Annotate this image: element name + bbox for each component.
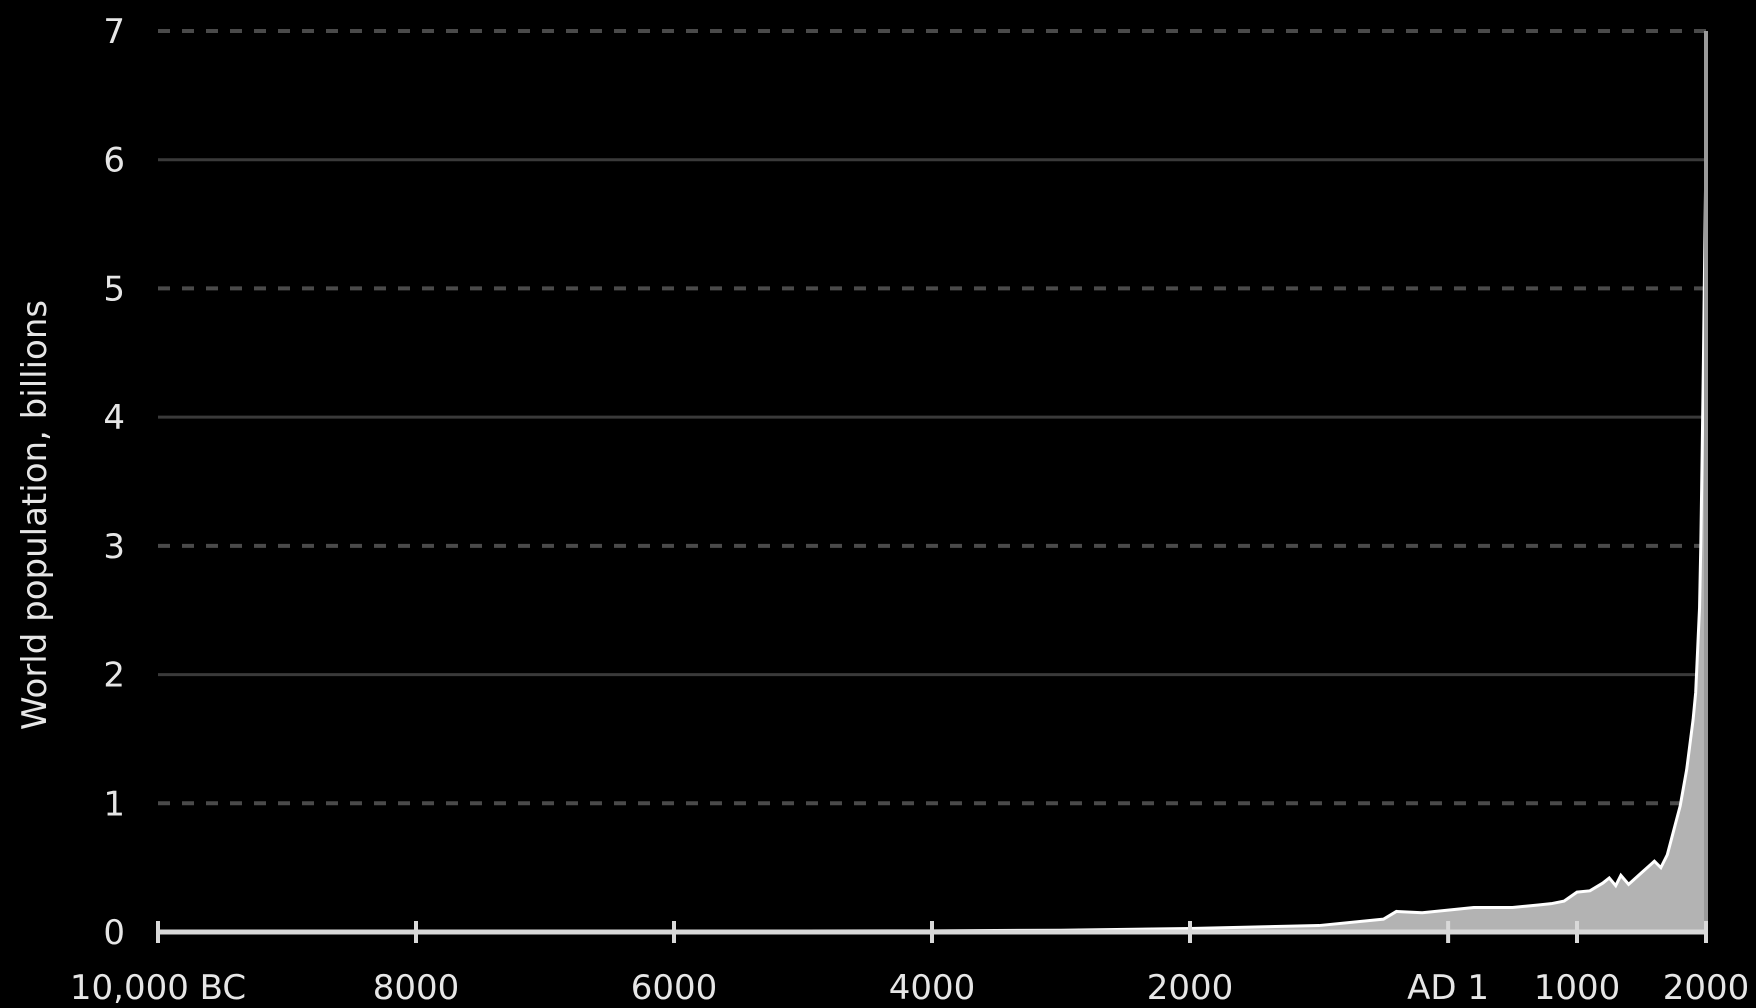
axis-layer [156, 31, 1708, 943]
grid-layer [158, 29, 1706, 806]
x-tick-label-5: AD 1 [1407, 968, 1489, 1008]
label-layer: World population, billions 0 1 2 3 4 5 6 7 10,00… [15, 12, 1749, 1008]
area-layer [157, 43, 1708, 933]
x-tick-label-4: 2000 [1147, 968, 1234, 1008]
y-tick-label-3: 3 [103, 527, 125, 567]
x-tick-label-7: 2000 [1663, 968, 1750, 1008]
x-tick-label-2: 6000 [631, 968, 718, 1008]
y-tick-label-1: 1 [103, 784, 125, 824]
y-tick-label-7: 7 [103, 12, 125, 52]
y-tick-label-2: 2 [103, 656, 125, 696]
x-tick-label-0: 10,000 BC [70, 968, 246, 1008]
population-line [157, 43, 1708, 933]
x-tick-label-6: 1000 [1534, 968, 1621, 1008]
x-tick-label-1: 8000 [373, 968, 460, 1008]
y-tick-label-0: 0 [103, 913, 125, 953]
x-tick-label-3: 4000 [889, 968, 976, 1008]
y-tick-label-4: 4 [103, 398, 125, 438]
y-tick-label-6: 6 [103, 141, 125, 181]
y-axis-label: World population, billions [15, 300, 55, 730]
y-tick-label-5: 5 [103, 269, 125, 309]
